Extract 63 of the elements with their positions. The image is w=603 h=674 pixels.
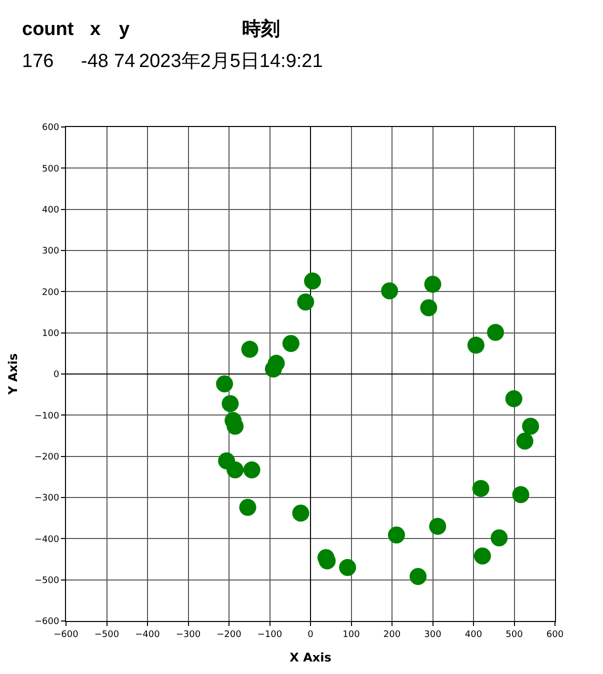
point xyxy=(226,461,244,478)
point xyxy=(429,518,446,535)
x-tick-label: 300 xyxy=(424,630,442,640)
y-tick-label: 300 xyxy=(42,246,60,257)
point xyxy=(297,293,314,310)
x-tick-label: −500 xyxy=(94,630,120,640)
point xyxy=(292,504,310,522)
point xyxy=(516,432,534,450)
y-axis-title: Y Axis xyxy=(6,353,20,396)
point xyxy=(216,375,234,392)
y-tick-label: 600 xyxy=(42,123,60,134)
point xyxy=(222,395,239,412)
y-tick-label: 200 xyxy=(42,288,60,298)
text: 176 xyxy=(22,51,54,72)
y-tick-label: 400 xyxy=(42,205,60,216)
text: 時刻 xyxy=(242,18,280,40)
x-tick-label: −200 xyxy=(216,630,242,640)
point xyxy=(381,282,398,300)
point xyxy=(490,529,508,546)
y-tick-label: −200 xyxy=(34,452,60,462)
point xyxy=(410,568,427,586)
point xyxy=(339,558,356,576)
x-tick-label: 0 xyxy=(308,630,314,640)
point xyxy=(505,390,522,408)
y-tick-label: 0 xyxy=(53,370,60,380)
y-tick-label: −400 xyxy=(34,534,60,545)
x-tick-label: 100 xyxy=(342,630,360,640)
point xyxy=(472,480,490,497)
x-tick-label: −300 xyxy=(176,630,201,640)
point xyxy=(264,360,282,378)
y-tick-label: 500 xyxy=(42,164,60,174)
y-tick-label: −600 xyxy=(34,617,60,628)
x-axis-title: X Axis xyxy=(290,650,332,665)
point xyxy=(239,498,256,516)
point xyxy=(512,486,530,504)
x-tick-label: −100 xyxy=(257,630,282,640)
point xyxy=(243,461,260,478)
point xyxy=(487,324,504,341)
y-tick-label: −500 xyxy=(34,576,60,586)
x-tick-label: 500 xyxy=(506,630,524,640)
point xyxy=(304,272,322,290)
text: x xyxy=(90,19,101,40)
point xyxy=(467,336,484,354)
point xyxy=(420,299,438,316)
point xyxy=(424,276,442,293)
point xyxy=(388,526,405,544)
x-tick-label: 400 xyxy=(464,630,482,640)
point xyxy=(474,547,491,564)
text: count xyxy=(22,19,74,40)
y-tick-label: −300 xyxy=(34,494,60,504)
text: -48 xyxy=(81,51,108,72)
text: 74 xyxy=(114,51,136,72)
x-tick-label: 600 xyxy=(546,630,564,640)
text: y xyxy=(119,19,130,40)
point xyxy=(522,418,540,435)
text: 2023年2月5日14:9:21 xyxy=(139,51,323,72)
x-tick-label: 200 xyxy=(383,630,401,640)
y-tick-label: −100 xyxy=(34,411,60,422)
x-tick-label: −400 xyxy=(135,630,160,640)
y-tick-label: 100 xyxy=(42,328,60,339)
point xyxy=(241,340,258,358)
x-tick-label: −600 xyxy=(54,630,79,640)
point xyxy=(282,335,300,352)
